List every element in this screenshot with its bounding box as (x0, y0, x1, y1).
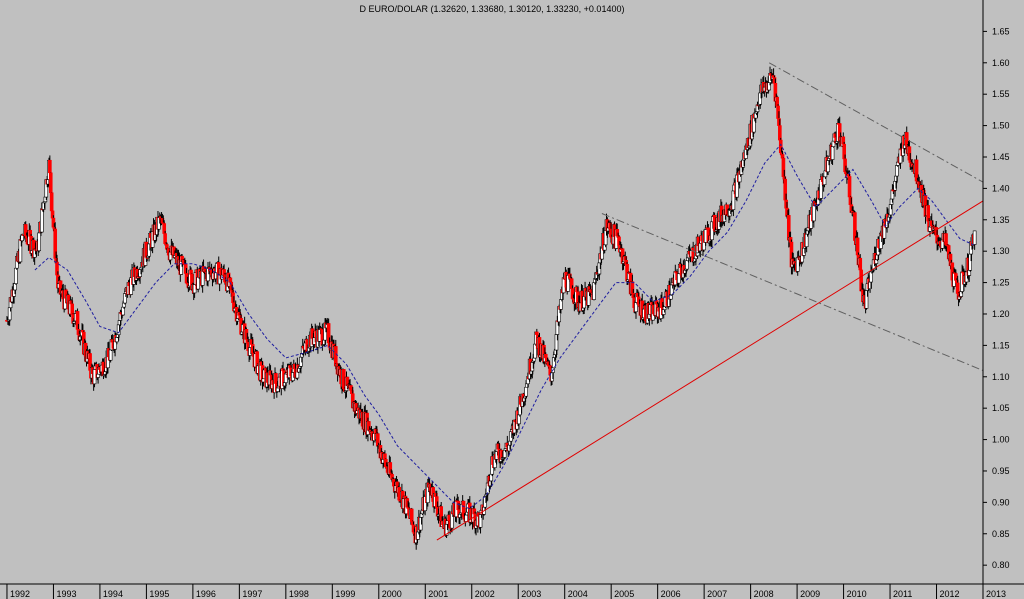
candle-up (40, 208, 44, 233)
candle-down (543, 353, 548, 359)
candle-up (275, 387, 280, 392)
y-tick-label: 1.25 (992, 278, 1010, 288)
x-tick-label: 2007 (707, 589, 727, 599)
upper-channel-line (768, 62, 984, 183)
candle-up (196, 276, 200, 290)
x-tick-label: 2005 (614, 589, 634, 599)
candles-layer (5, 66, 977, 550)
y-tick-label: 1.40 (992, 183, 1010, 193)
candle-down (163, 233, 167, 244)
x-tick-label: 1995 (149, 589, 169, 599)
candle-down (228, 277, 233, 283)
candle-up (685, 260, 689, 270)
x-tick-label: 2012 (940, 589, 960, 599)
candle-down (70, 303, 74, 315)
candle-down (858, 257, 863, 271)
x-tick-label: 2001 (428, 589, 448, 599)
y-tick-label: 1.15 (992, 340, 1010, 350)
y-tick-label: 1.55 (992, 89, 1010, 99)
x-tick-label: 2013 (986, 589, 1006, 599)
y-tick-label: 1.10 (992, 372, 1010, 382)
y-tick-label: 1.65 (992, 26, 1010, 36)
candle-up (524, 386, 528, 397)
y-tick-label: 1.50 (992, 121, 1010, 131)
y-axis: 0.80 0.85 0.90 0.95 1.00 1.05 1.10 1.15 1.20 1.25… (982, 0, 1010, 584)
x-tick-label: 2008 (754, 589, 774, 599)
candle-down (49, 192, 54, 212)
y-tick-label: 1.60 (992, 58, 1010, 68)
candle-down (48, 172, 53, 194)
x-tick-label: 2000 (382, 589, 402, 599)
x-tick-label: 2004 (568, 589, 588, 599)
y-tick-label: 1.20 (992, 309, 1010, 319)
x-tick-label: 1998 (289, 589, 309, 599)
y-tick-label: 1.35 (992, 215, 1010, 225)
y-tick-label: 1.30 (992, 246, 1010, 256)
x-tick-label: 1999 (335, 589, 355, 599)
candle-down (333, 346, 338, 367)
y-tick-label: 1.45 (992, 152, 1010, 162)
candle-up (592, 282, 596, 300)
x-tick-label: 1997 (242, 589, 262, 599)
y-tick-label: 1.00 (992, 435, 1010, 445)
candle-down (274, 373, 278, 384)
y-tick-label: 0.85 (992, 529, 1010, 539)
x-tick-label: 2010 (847, 589, 867, 599)
candle-down (409, 508, 414, 522)
moving-average-line (34, 143, 974, 510)
x-tick-label: 2003 (521, 589, 541, 599)
y-tick-label: 0.95 (992, 466, 1010, 476)
candle-down (535, 331, 539, 335)
candle-up (14, 267, 18, 284)
x-tick-label: 2009 (800, 589, 820, 599)
candle-up (464, 514, 469, 522)
lower-channel-line (601, 213, 984, 371)
candle-up (37, 232, 41, 252)
y-tick-label: 0.90 (992, 497, 1010, 507)
x-axis: 1992 1993 1994 1995 1996 1997 1998 1999 2000 2001… (0, 583, 1024, 599)
candle-down (847, 176, 852, 198)
chart-title: D EURO/DOLAR (1.32620, 1.33680, 1.30120,… (360, 4, 625, 14)
candle-up (108, 349, 113, 361)
candle-up (96, 373, 100, 378)
candle-down (48, 159, 52, 174)
x-tick-label: 2006 (661, 589, 681, 599)
x-tick-label: 1993 (56, 589, 76, 599)
y-tick-label: 0.80 (992, 560, 1010, 570)
x-tick-label: 1992 (10, 589, 30, 599)
candle-up (972, 230, 977, 245)
x-tick-label: 1994 (103, 589, 123, 599)
candle-down (955, 282, 960, 294)
support-trendline (436, 200, 984, 541)
y-tick-label: 1.05 (992, 403, 1010, 413)
candle-down (944, 233, 948, 245)
candle-up (830, 146, 835, 160)
candle-down (349, 385, 353, 391)
x-tick-label: 2011 (893, 589, 912, 599)
candle-up (895, 165, 899, 177)
candle-down (855, 237, 860, 256)
x-tick-label: 1996 (196, 589, 216, 599)
x-tick-label: 2002 (475, 589, 495, 599)
